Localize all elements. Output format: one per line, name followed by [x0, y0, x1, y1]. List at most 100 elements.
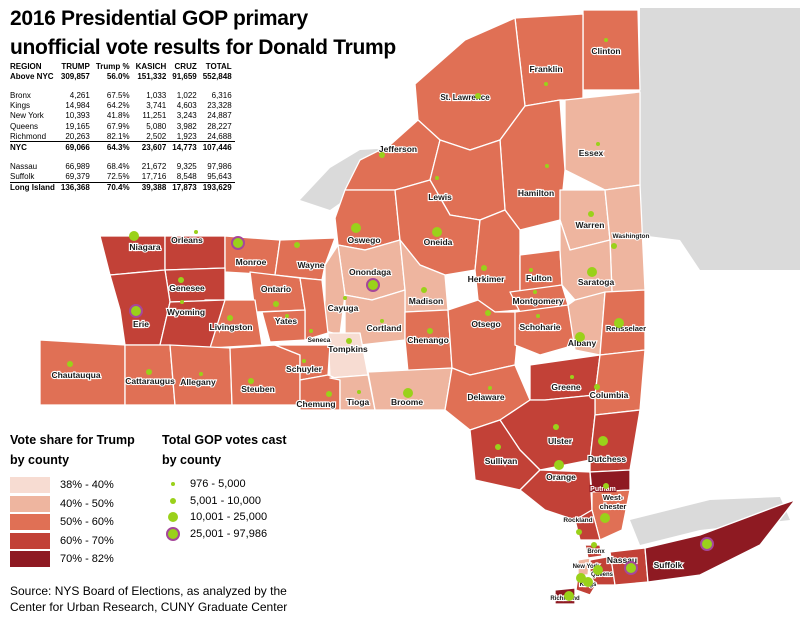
legend-share-label: 60% - 70%	[60, 534, 114, 547]
cell-trump: 14,984	[65, 101, 90, 111]
cell-cruz: 1,923	[169, 131, 200, 143]
cell-trump: 66,989	[65, 162, 90, 172]
county-label: Wayne	[297, 260, 324, 270]
legend-share-item: 70% - 82%	[10, 550, 135, 569]
cell-kasich: 1,033	[146, 90, 167, 100]
cell-total: 24,688	[199, 131, 235, 143]
county-label: Chemung	[296, 399, 335, 409]
county-label: Cayuga	[328, 303, 359, 313]
vote-dot	[536, 314, 540, 318]
legend-swatch	[10, 477, 50, 494]
cell-pct: 72.5%	[92, 171, 133, 183]
vote-dot	[168, 512, 178, 523]
vote-dot	[171, 482, 175, 487]
table-row: Long Island 136,368 70.4% 39,388 17,873 …	[10, 182, 235, 193]
source-line-2: Center for Urban Research, CUNY Graduate…	[10, 600, 288, 614]
county-essex	[564, 91, 641, 191]
county-label: Delaware	[467, 392, 505, 402]
cell-region: New York	[10, 111, 44, 121]
map-title: 2016 Presidential GOP primary unofficial…	[10, 4, 396, 62]
legend-share-title-2: by county	[10, 453, 70, 467]
county-yates	[261, 309, 306, 343]
header-kasich: KASICH	[135, 61, 167, 71]
county-label: Erie	[133, 319, 149, 329]
legend-share-label: 40% - 50%	[60, 497, 114, 510]
legend-votes-cast: Total GOP votes cast by county 976 - 5,0…	[162, 430, 287, 542]
legend-swatch	[10, 495, 50, 512]
county-columbia	[594, 349, 646, 416]
table-row: New York 10,393 41.8% 11,251 3,243 24,88…	[10, 111, 235, 121]
legend-votes-item: 10,001 - 25,000	[162, 509, 287, 526]
vote-dot	[603, 483, 609, 489]
vote-dot	[594, 384, 600, 390]
vote-dot	[614, 318, 624, 328]
cell-kasich: 23,607	[141, 142, 167, 152]
legend-share-item: 38% - 40%	[10, 476, 135, 495]
cell-pct: 67.9%	[106, 121, 130, 131]
county-label: Rensselaer	[606, 324, 646, 333]
legend-dot-icon	[166, 526, 180, 541]
county-label: Broome	[391, 397, 423, 407]
cell-kasich: 5,080	[146, 121, 167, 131]
cell-kasich: 3,741	[146, 101, 167, 111]
county-label: Chautauqua	[51, 370, 100, 380]
vote-dot	[596, 142, 600, 146]
vote-dot	[587, 267, 597, 277]
cell-pct: 64.3%	[106, 142, 130, 152]
county-label: Albany	[568, 338, 597, 348]
header-region: REGION	[10, 61, 42, 71]
county-label: Franklin	[529, 64, 562, 74]
vote-dot	[700, 537, 714, 551]
cell-kasich: 11,251	[142, 111, 167, 121]
vote-dot	[485, 310, 491, 316]
cell-pct: 70.4%	[106, 183, 130, 193]
county-label: Ulster	[548, 436, 573, 446]
vote-dot	[180, 300, 184, 304]
vote-dot	[248, 378, 254, 384]
county-label: Ontario	[261, 284, 291, 294]
vote-dot	[227, 315, 233, 321]
cell-cruz: 9,325	[176, 162, 197, 172]
vote-dot	[351, 223, 361, 233]
vote-dot	[435, 176, 439, 180]
legend-share-item: 40% - 50%	[10, 495, 135, 514]
results-table: REGION TRUMP Trump % KASICH CRUZ TOTAL A…	[10, 61, 235, 193]
county-wayne	[274, 237, 336, 281]
cell-trump: 10,393	[65, 111, 90, 121]
legend-share-title-1: Vote share for Trump	[10, 433, 135, 447]
vote-dot	[379, 152, 385, 158]
table-row: Queens 19,165 67.9% 5,080 3,982 28,227	[10, 121, 235, 131]
header-cruz: CRUZ	[174, 61, 197, 71]
cell-region: Above NYC	[10, 71, 54, 81]
legend-votes-label: 976 - 5,000	[190, 478, 246, 491]
legend-swatch	[10, 532, 50, 549]
county-label: Allegany	[180, 377, 216, 387]
legend-share-item: 50% - 60%	[10, 513, 135, 532]
county-label: Niagara	[129, 242, 160, 252]
county-label: Orange	[546, 472, 576, 482]
vote-dot	[588, 211, 594, 217]
county-label: Yates	[275, 316, 297, 326]
vote-dot	[199, 372, 203, 376]
legend-swatch	[10, 551, 50, 568]
vote-dot	[481, 265, 487, 271]
legend-votes-item: 25,001 - 97,986	[162, 526, 287, 543]
county-label: Rockland	[563, 517, 592, 524]
county-seneca	[299, 277, 329, 341]
title-line-2: unofficial vote results for Donald Trump	[10, 36, 396, 59]
vote-dot	[593, 565, 603, 575]
cell-cruz: 91,659	[172, 71, 197, 81]
cell-cruz: 1,022	[176, 90, 197, 100]
vote-dot	[427, 328, 433, 334]
cell-pct: 41.8%	[106, 111, 130, 121]
vote-dot	[576, 529, 582, 535]
cell-total: 24,887	[207, 111, 232, 121]
legend-share-label: 38% - 40%	[60, 479, 114, 492]
cell-total: 193,629	[202, 183, 232, 193]
vote-dot	[357, 390, 361, 394]
county-label: Otsego	[471, 319, 500, 329]
cell-region: Nassau	[10, 162, 38, 172]
cell-region: NYC	[10, 142, 27, 152]
cell-kasich: 151,332	[137, 71, 167, 81]
vote-dot	[366, 278, 380, 292]
